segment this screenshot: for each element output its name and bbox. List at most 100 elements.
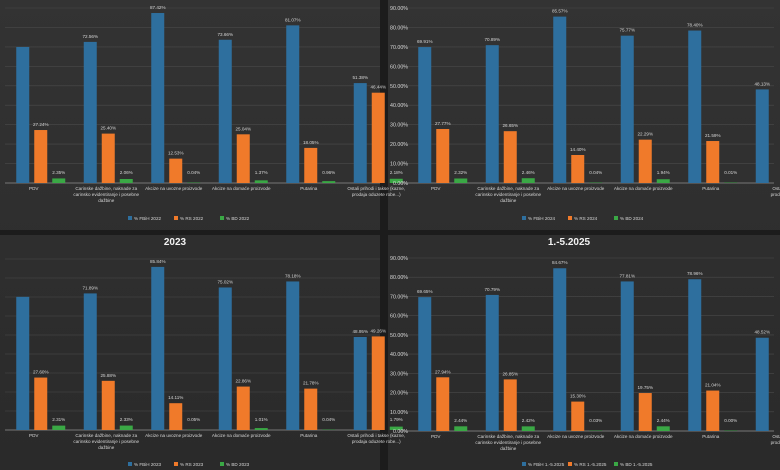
x-category-label: Akcize na domaće proizvode bbox=[212, 186, 271, 191]
data-label: 71.89% bbox=[82, 285, 98, 290]
bar bbox=[656, 179, 670, 183]
y-tick-label: 40.00% bbox=[390, 103, 408, 109]
data-label: 69.91% bbox=[417, 39, 433, 44]
x-category-label: Akcize na uvozne proizvode bbox=[145, 186, 203, 191]
legend-swatch bbox=[522, 462, 526, 466]
x-category-label: Akcize na uvozne proizvode bbox=[547, 186, 605, 191]
data-label: 1.37% bbox=[255, 170, 268, 175]
x-category-label: prodaja bbox=[771, 440, 780, 445]
y-tick-label: 30.00% bbox=[390, 371, 408, 377]
y-tick-label: 90.00% bbox=[390, 6, 408, 12]
data-label: 22.29% bbox=[637, 132, 653, 137]
data-label: 25.04% bbox=[235, 126, 251, 131]
y-tick-label: 20.00% bbox=[390, 142, 408, 148]
data-label: 21.04% bbox=[705, 383, 721, 388]
legend-label: % RS 2023 bbox=[180, 462, 204, 467]
chart-title: 1.-5.2025 bbox=[548, 237, 591, 248]
data-label: 69.65% bbox=[417, 289, 433, 294]
data-label: 48.95% bbox=[352, 329, 368, 334]
data-label: 2.33% bbox=[120, 417, 133, 422]
y-tick-label: 20.00% bbox=[390, 391, 408, 397]
x-category-label: PDV bbox=[431, 434, 441, 439]
data-label: 18.05% bbox=[303, 140, 319, 145]
legend-label: % RS 2022 bbox=[180, 216, 204, 221]
bar bbox=[119, 425, 133, 430]
bar bbox=[119, 178, 133, 183]
data-label: 78.40% bbox=[687, 23, 703, 28]
data-label: 73.66% bbox=[217, 32, 233, 37]
bar bbox=[454, 426, 468, 431]
data-label: 27.24% bbox=[33, 122, 49, 127]
y-tick-label: 90.00% bbox=[390, 256, 408, 262]
x-category-label: Ostali bbox=[772, 434, 780, 439]
bar bbox=[254, 428, 268, 430]
data-label: 70.79% bbox=[484, 287, 500, 292]
x-category-label: Putarina bbox=[300, 433, 318, 438]
legend-swatch bbox=[174, 462, 178, 466]
x-category-label: Akcize na uvozne proizvode bbox=[547, 434, 605, 439]
bar bbox=[571, 155, 585, 183]
bar bbox=[236, 386, 250, 430]
bar bbox=[706, 141, 720, 183]
bar bbox=[755, 89, 769, 183]
x-category-label: Carinske dažbine, naknade za bbox=[477, 434, 539, 439]
data-label: 0.01% bbox=[724, 170, 737, 175]
data-label: 27.77% bbox=[435, 121, 451, 126]
data-label: 51.38% bbox=[352, 75, 368, 80]
data-label: 48.52% bbox=[754, 330, 770, 335]
data-label: 48.13% bbox=[754, 81, 770, 86]
bar bbox=[389, 178, 403, 183]
y-tick-label: 50.00% bbox=[390, 84, 408, 90]
bar bbox=[218, 287, 232, 430]
data-label: 49.26% bbox=[370, 328, 386, 333]
legend-swatch bbox=[128, 216, 132, 220]
y-tick-label: 10.00% bbox=[390, 162, 408, 168]
x-category-label: Akcize na domaće proizvode bbox=[614, 434, 673, 439]
data-label: 0.05% bbox=[187, 417, 200, 422]
legend-swatch bbox=[174, 216, 178, 220]
horizontal-divider bbox=[0, 230, 780, 235]
data-label: 77.81% bbox=[619, 273, 635, 278]
x-category-label: dažbine bbox=[500, 198, 517, 203]
bar bbox=[101, 133, 115, 183]
bar bbox=[353, 336, 367, 430]
data-label: 2.44% bbox=[454, 418, 467, 423]
bar bbox=[688, 279, 702, 431]
data-label: 27.60% bbox=[33, 370, 49, 375]
data-label: 1.94% bbox=[657, 170, 670, 175]
x-category-label: dažbine bbox=[500, 446, 517, 451]
x-category-label: carinsko evidentiranje i posebne bbox=[73, 439, 139, 444]
legend-swatch bbox=[522, 216, 526, 220]
data-label: 81.07% bbox=[285, 17, 301, 22]
legend-label: % RS 1.-5.2025 bbox=[574, 462, 607, 467]
legend-label: % BD 1.-5.2025 bbox=[620, 462, 653, 467]
data-label: 72.56% bbox=[82, 34, 98, 39]
data-label: 25.88% bbox=[100, 373, 116, 378]
data-label: 27.94% bbox=[435, 369, 451, 374]
data-label: 0.96% bbox=[322, 170, 335, 175]
x-category-label: carinsko evidentiranje i posebne bbox=[475, 440, 541, 445]
legend-swatch bbox=[614, 216, 618, 220]
data-label: 14.11% bbox=[168, 395, 183, 400]
bar bbox=[151, 13, 165, 184]
legend-label: % FBiH 2022 bbox=[134, 216, 162, 221]
x-category-label: carinsko evidentiranje i posebne bbox=[73, 192, 139, 197]
bar bbox=[620, 35, 634, 183]
bar bbox=[151, 266, 165, 430]
x-category-label: Putarina bbox=[702, 186, 720, 191]
x-category-label: prodaja oduzete robe...) bbox=[352, 439, 401, 444]
x-category-label: Ostali prihodi i takse (kazne, bbox=[347, 433, 405, 438]
data-label: 85.57% bbox=[552, 9, 568, 14]
data-label: 21.78% bbox=[303, 381, 319, 386]
data-label: 0.00% bbox=[724, 418, 737, 423]
data-label: 12.53% bbox=[168, 151, 184, 156]
data-label: 2.32% bbox=[454, 170, 467, 175]
bar bbox=[52, 178, 66, 183]
data-label: 25.40% bbox=[100, 126, 116, 131]
y-tick-label: 40.00% bbox=[390, 352, 408, 358]
data-label: 2.44% bbox=[657, 418, 670, 423]
x-category-label: Putarina bbox=[300, 186, 318, 191]
data-label: 70.89% bbox=[484, 37, 500, 42]
x-category-label: Akcize na domaće proizvode bbox=[212, 433, 271, 438]
